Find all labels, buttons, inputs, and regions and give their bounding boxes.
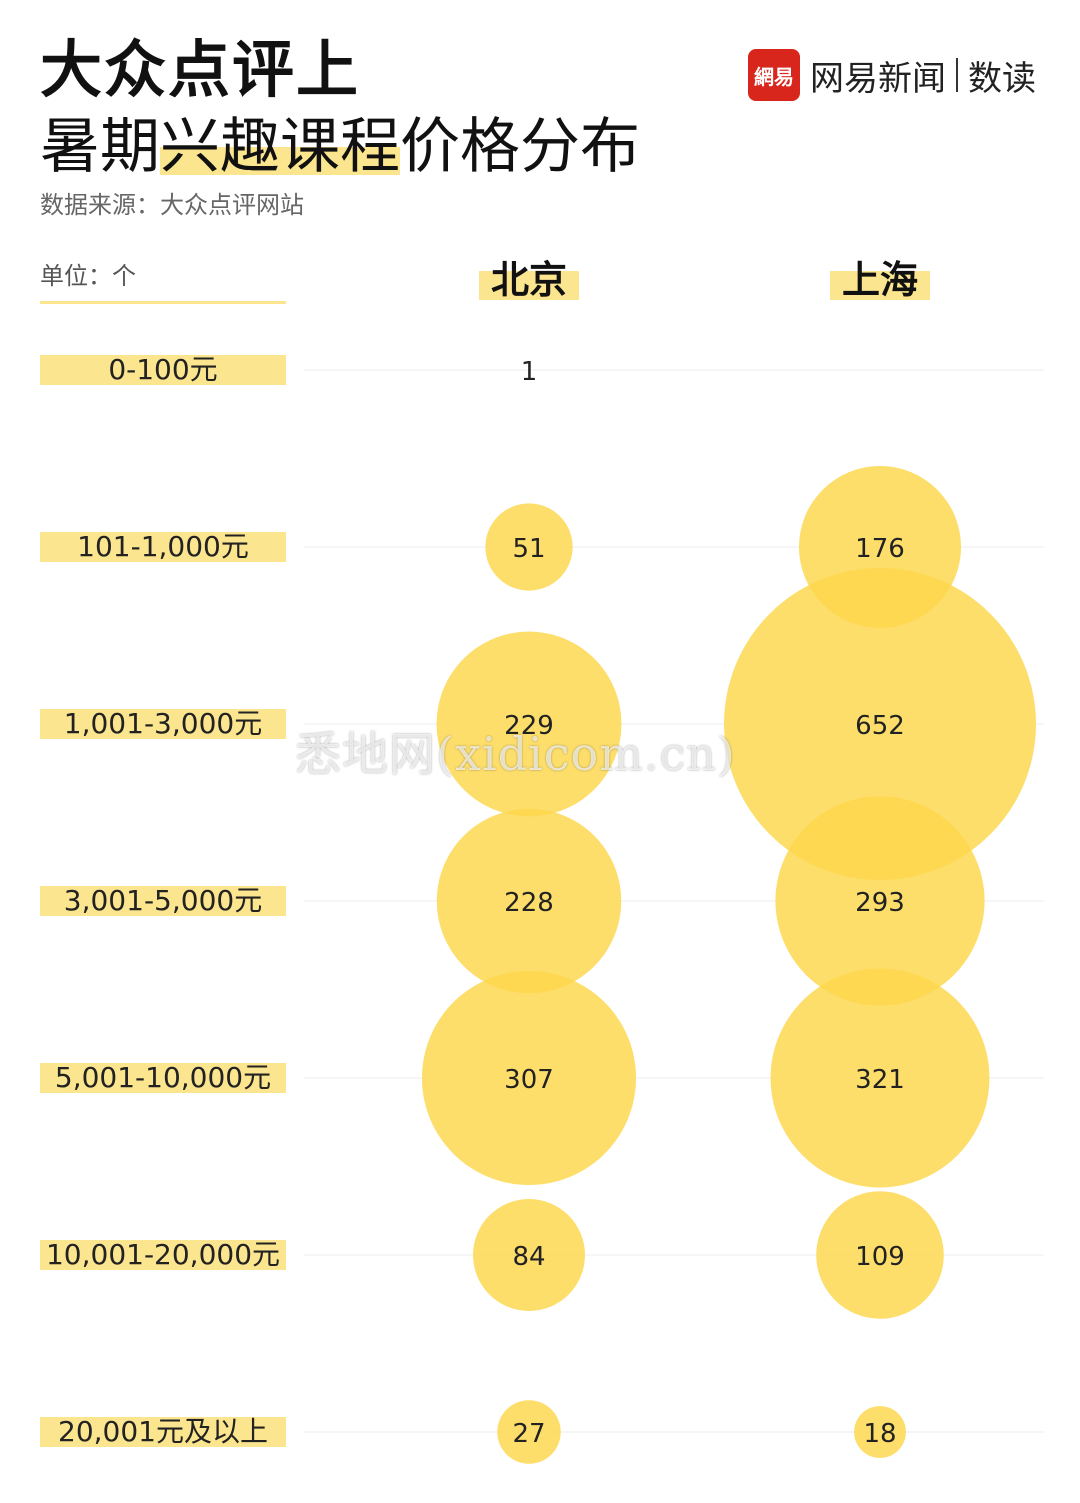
data-label-1-5: 109: [855, 1242, 905, 1272]
price-range-label: 0-100元: [40, 355, 286, 385]
price-range-label: 5,001-10,000元: [40, 1063, 286, 1093]
data-label-1-2: 652: [855, 711, 905, 741]
chart-title-line2: 暑期兴趣课程价格分布: [40, 110, 640, 184]
data-label-0-3: 228: [504, 888, 554, 918]
bubble-0-4: [421, 970, 637, 1186]
data-label-0-0: 1: [521, 357, 538, 387]
title-highlight: 兴趣课程: [160, 112, 400, 182]
bubble-0-2: [436, 631, 622, 817]
netease-logo: 網易 网易新闻 数读: [748, 48, 1036, 102]
logo-section: 数读: [968, 58, 1036, 99]
price-range-label: 101-1,000元: [40, 532, 286, 562]
bubble-1-3: [775, 796, 985, 1006]
price-range-label: 20,001元及以上: [40, 1417, 286, 1447]
data-label-0-2: 229: [504, 711, 554, 741]
title-prefix: 暑期: [40, 112, 160, 182]
price-range-label: 1,001-3,000元: [40, 709, 286, 739]
logo-name: 网易新闻: [810, 58, 946, 99]
bubble-1-5: [816, 1191, 944, 1319]
data-label-1-6: 18: [863, 1419, 896, 1449]
watermark: 悉地网(xidicom.cn): [295, 727, 736, 781]
netease-badge-icon: 網易: [748, 49, 800, 101]
city-header-1: 上海: [829, 258, 931, 302]
data-label-0-4: 307: [504, 1065, 554, 1095]
data-label-1-4: 321: [855, 1065, 905, 1095]
data-label-0-6: 27: [512, 1419, 545, 1449]
data-label-1-1: 176: [855, 534, 905, 564]
data-source: 数据来源：大众点评网站: [40, 191, 304, 219]
data-label-1-3: 293: [855, 888, 905, 918]
logo-divider: [956, 58, 958, 92]
bubble-0-5: [473, 1199, 585, 1311]
bubble-0-6: [497, 1400, 561, 1464]
bubble-0-3: [436, 808, 622, 994]
data-label-0-5: 84: [512, 1242, 545, 1272]
price-range-label: 3,001-5,000元: [40, 886, 286, 916]
chart-title-line1: 大众点评上: [40, 33, 361, 106]
bubble-1-4: [770, 968, 990, 1188]
bubble-0-1: [485, 503, 573, 591]
unit-label: 单位：个: [40, 256, 286, 304]
city-header-0: 北京: [478, 258, 580, 302]
bubble-1-6: [854, 1406, 906, 1458]
bubble-1-2: [724, 568, 1036, 880]
title-suffix: 价格分布: [400, 112, 640, 182]
price-range-label: 10,001-20,000元: [40, 1240, 286, 1270]
data-label-0-1: 51: [512, 534, 545, 564]
